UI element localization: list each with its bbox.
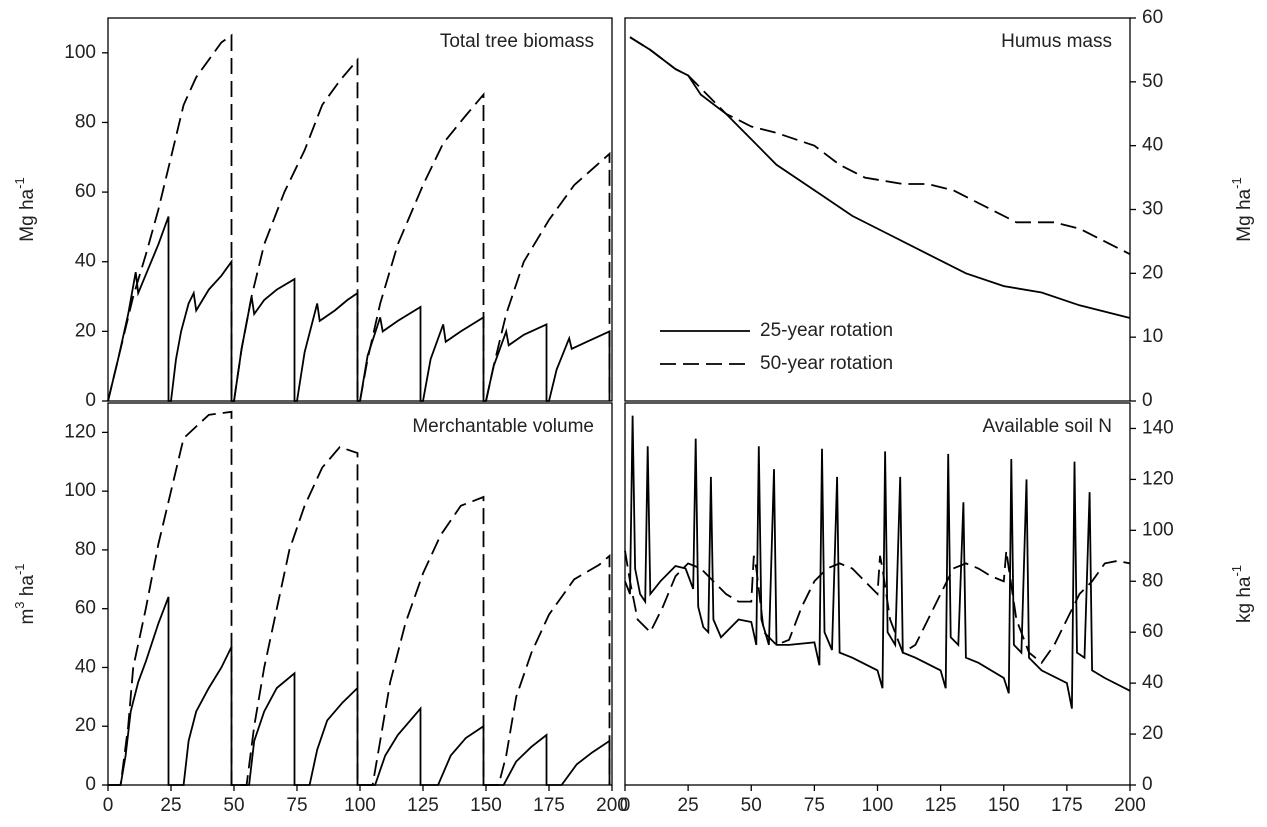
panel-title: Available soil N [982,416,1112,437]
legend-label: 50-year rotation [760,353,893,374]
y-tick-label: 100 [64,42,96,63]
x-tick-label: 150 [470,795,502,816]
y-axis-label-part: Mg ha [17,188,38,241]
y-tick-label: 40 [1142,135,1163,156]
x-tick-label: 0 [620,795,631,816]
x-tick-label: 200 [1114,795,1146,816]
y-tick-label: 20 [75,320,96,341]
line-series [624,550,1131,665]
y-axis-label-part: 3 [12,601,27,608]
panel-title: Merchantable volume [412,416,594,437]
y-axis-label-part: -1 [12,177,27,189]
y-tick-label: 20 [75,715,96,736]
y-axis-label-part: -1 [1229,177,1244,189]
x-tick-label: 125 [925,795,957,816]
y-axis-label-part: -1 [1229,565,1244,577]
panel: 0 20 40 60 80 100 120 0 25 50 75 100 125 150 175 200 Mer… [12,402,628,816]
line-series [108,596,611,786]
y-tick-label: 100 [1142,519,1174,540]
y-tick-label: 60 [1142,621,1163,642]
y-tick-label: 100 [64,480,96,501]
line-series [624,415,1131,709]
y-axis-label-part: -1 [12,563,27,575]
x-tick-label: 100 [862,795,894,816]
panel-frame [624,17,1131,402]
y-tick-label: 120 [64,421,96,442]
panel: 0 20 40 60 80 100 120 140 0 25 50 75 100 125 150 175 200… [620,402,1255,816]
x-tick-label: 75 [286,795,307,816]
line-series [107,33,611,402]
y-tick-label: 40 [75,656,96,677]
y-axis-label-part: ha [17,575,38,602]
x-tick-label: 175 [533,795,565,816]
y-axis-label: Mg ha-1 [12,177,38,241]
y-axis-label: kg ha-1 [1229,565,1255,623]
y-axis-label-part: kg ha [1234,576,1255,623]
panel-title: Humus mass [1001,31,1112,52]
y-tick-label: 80 [75,111,96,132]
y-tick-label: 0 [1142,774,1153,795]
y-tick-label: 40 [75,251,96,272]
line-series [629,36,1131,319]
y-tick-label: 80 [75,539,96,560]
y-axis-label: m3 ha-1 [12,563,38,624]
y-tick-label: 40 [1142,672,1163,693]
y-axis-label: Mg ha-1 [1229,177,1255,241]
y-tick-label: 0 [1142,390,1153,411]
x-tick-label: 100 [344,795,376,816]
y-tick-label: 60 [75,598,96,619]
x-tick-label: 0 [103,795,114,816]
x-tick-label: 150 [988,795,1020,816]
x-tick-label: 200 [596,795,628,816]
y-tick-label: 60 [1142,7,1163,28]
panel-title: Total tree biomass [440,31,594,52]
y-tick-label: 140 [1142,417,1174,438]
x-tick-label: 50 [223,795,244,816]
x-tick-label: 25 [160,795,181,816]
line-series [108,410,611,786]
legend-label: 25-year rotation [760,320,893,341]
line-series [107,216,611,402]
x-tick-label: 75 [804,795,825,816]
y-tick-label: 30 [1142,199,1163,220]
panel-frame [107,402,613,786]
x-tick-label: 175 [1051,795,1083,816]
y-tick-label: 50 [1142,71,1163,92]
line-series [629,36,1131,256]
y-tick-label: 10 [1142,326,1163,347]
y-axis-label-part: m [17,609,38,625]
y-tick-label: 0 [85,390,96,411]
x-tick-label: 25 [678,795,699,816]
x-tick-label: 125 [407,795,439,816]
y-axis-label-part: Mg ha [1234,188,1255,241]
y-tick-label: 80 [1142,570,1163,591]
x-tick-label: 50 [741,795,762,816]
y-tick-label: 0 [85,774,96,795]
panel: 0 10 20 30 40 50 60 Humus mass Mg ha-1 25-year ro… [624,7,1255,411]
panel-frame [107,17,613,402]
y-tick-label: 20 [1142,723,1163,744]
panel: 0 20 40 60 80 100 Total tree biomass Mg ha-1 [12,17,613,411]
y-tick-label: 120 [1142,468,1174,489]
y-tick-label: 20 [1142,262,1163,283]
y-tick-label: 60 [75,181,96,202]
